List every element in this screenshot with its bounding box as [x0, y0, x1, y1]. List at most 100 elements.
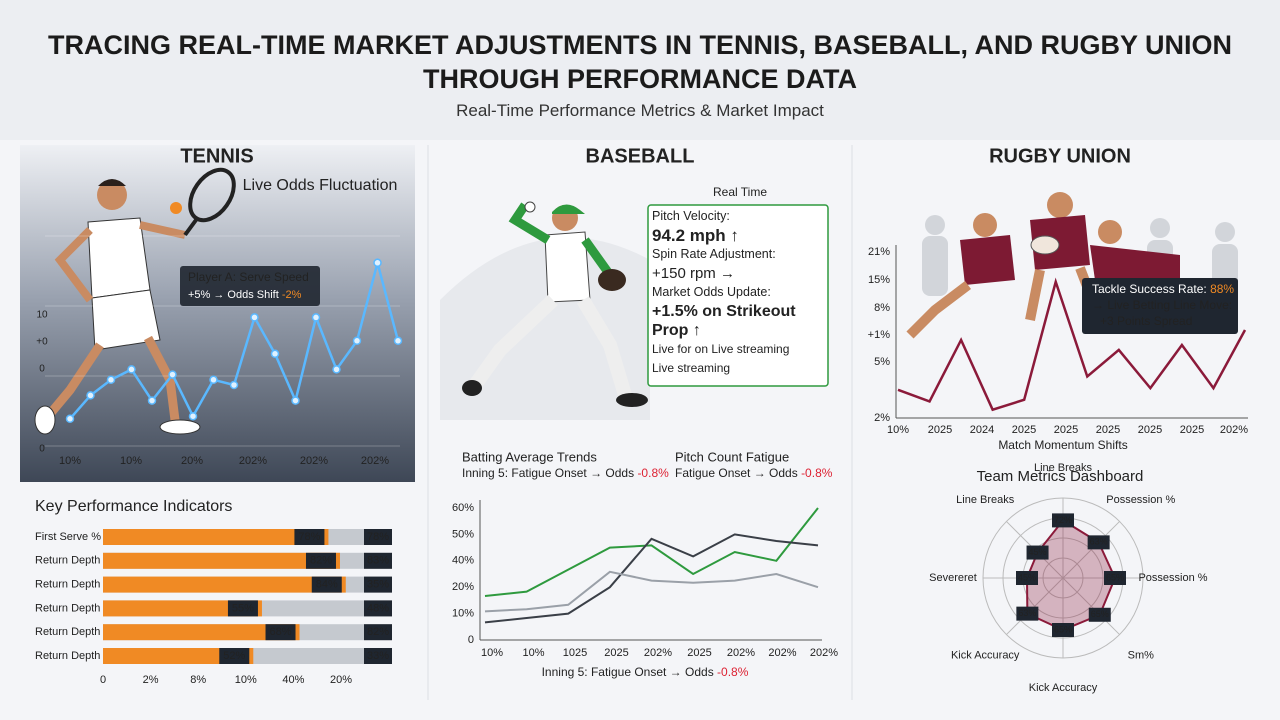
tennis-panel	[20, 145, 415, 482]
label-bg	[219, 648, 250, 664]
annotation: Tackle Success Rate:	[1092, 282, 1210, 296]
point	[188, 411, 198, 421]
card-line: +150 rpm →	[652, 265, 735, 282]
bar	[103, 624, 300, 641]
bar	[103, 552, 340, 569]
label-bg	[364, 576, 392, 593]
annotation: +5% → Odds Shift -2%	[188, 289, 302, 301]
value-label: 82%	[310, 555, 332, 567]
x-tick-label: 20%	[330, 674, 352, 686]
x-tick-label: 10%	[235, 674, 257, 686]
point	[127, 365, 136, 374]
point	[168, 370, 177, 379]
annotation: 88%	[1210, 282, 1234, 296]
value-label: 63%	[1018, 608, 1036, 618]
line	[897, 277, 1247, 412]
value-label: 55%	[232, 602, 254, 614]
line	[484, 570, 819, 613]
axis-label: Possession %	[1106, 494, 1175, 506]
spoke	[1062, 577, 1120, 635]
axis-label: Sm%	[1128, 650, 1155, 662]
header-bg	[0, 0, 1280, 140]
point	[291, 396, 300, 405]
label-part: -0.8%	[637, 466, 669, 480]
baseball-card: Pitch Velocity: 94.2 mph ↑ Spin Rate Adjus…	[652, 207, 820, 378]
end-label: 35%	[367, 579, 389, 591]
category-label: First Serve %	[35, 531, 101, 543]
label-bg	[1088, 607, 1111, 622]
end-label: 33%	[367, 650, 389, 662]
chart-title: Batting Average Trends	[462, 449, 597, 464]
bar	[103, 600, 262, 617]
axis-label: Possession %	[1138, 572, 1207, 584]
annotation-box	[180, 266, 320, 306]
label-bg	[364, 624, 392, 641]
value-label: 65%	[1054, 624, 1072, 634]
x-tick-label: 2025	[1180, 424, 1204, 436]
annotation: → Live Betting Line Move:	[1092, 298, 1232, 312]
value-label: 63%	[1090, 537, 1108, 547]
title: TRACING REAL-TIME MARKET ADJUSTMENTS IN …	[47, 30, 1232, 94]
chart-title: Team Metrics Dashboard	[977, 468, 1144, 485]
x-tick-label: 10%	[522, 647, 544, 659]
annotation-box	[1082, 278, 1238, 334]
x-tick-label: 40%	[282, 674, 304, 686]
label-bg	[364, 552, 392, 569]
chart-title: Live Odds Fluctuation	[243, 177, 398, 194]
value-label: 72%	[1054, 515, 1072, 525]
y-tick-label: 10	[36, 310, 48, 321]
label-part: -0.8%	[717, 665, 749, 679]
x-tick-label: 1025	[563, 647, 587, 659]
label-bg	[294, 529, 325, 545]
y-tick-label: 5%	[874, 356, 890, 368]
value-label: 65%	[1091, 609, 1109, 619]
x-tick-label: 2025	[604, 647, 628, 659]
label: Inning 5: Fatigue Onset → Odds -0.8%	[462, 466, 669, 480]
end-label: 78%	[367, 531, 389, 543]
x-tick-label: 10%	[887, 424, 909, 436]
annotation: Tackle Success Rate: 88%	[1092, 282, 1234, 296]
point	[311, 313, 321, 322]
label: Fatigue Onset → Odds -0.8%	[675, 466, 833, 480]
y-tick-label: 2%	[874, 412, 890, 424]
y-tick-label: 0	[39, 364, 45, 375]
annotation: +3 Points Spread	[1100, 314, 1192, 328]
label-bg	[1104, 571, 1126, 585]
card-line: +1.5% on Strikeout Prop ↑	[652, 303, 796, 339]
x-tick-label: 0	[100, 674, 106, 686]
x-tick-label: 202%	[644, 647, 672, 659]
point	[65, 414, 75, 424]
x-tick-label: 2025	[1054, 424, 1078, 436]
card-line: Live for on Live streaming	[652, 342, 790, 356]
label-part: Fatigue Onset → Odds	[675, 466, 801, 480]
y-tick-label: +1%	[868, 329, 891, 341]
point	[352, 336, 362, 346]
card-line: 94.2 mph ↑	[652, 226, 739, 245]
x-tick-label: 202%	[1220, 424, 1248, 436]
y-tick-label: 10%	[452, 608, 474, 620]
point	[373, 258, 382, 268]
value-label: 65%	[1106, 572, 1124, 582]
value-label: 45%	[1018, 572, 1036, 582]
label-bg	[1052, 513, 1074, 528]
x-tick-label: 202%	[300, 455, 328, 467]
end-label: 83%	[367, 555, 389, 567]
card-line: Market Odds Update:	[652, 285, 771, 299]
y-tick-label: 20%	[452, 581, 474, 593]
point	[270, 349, 280, 359]
heading: RUGBY UNION	[989, 145, 1131, 167]
x-axis-title: Match Momentum Shifts	[998, 438, 1127, 452]
x-tick-label: 10%	[481, 647, 503, 659]
label-bg	[1087, 535, 1110, 550]
value-label: 52%	[223, 650, 245, 662]
axis-label: Line Breaks	[1034, 462, 1093, 474]
x-tick-label: 8%	[190, 674, 206, 686]
point	[332, 365, 341, 374]
y-tick-label: 8%	[874, 302, 890, 314]
x-tick-label: 10%	[120, 455, 142, 467]
point	[209, 375, 218, 385]
label-bg	[305, 552, 336, 569]
label-bg	[1052, 623, 1074, 637]
